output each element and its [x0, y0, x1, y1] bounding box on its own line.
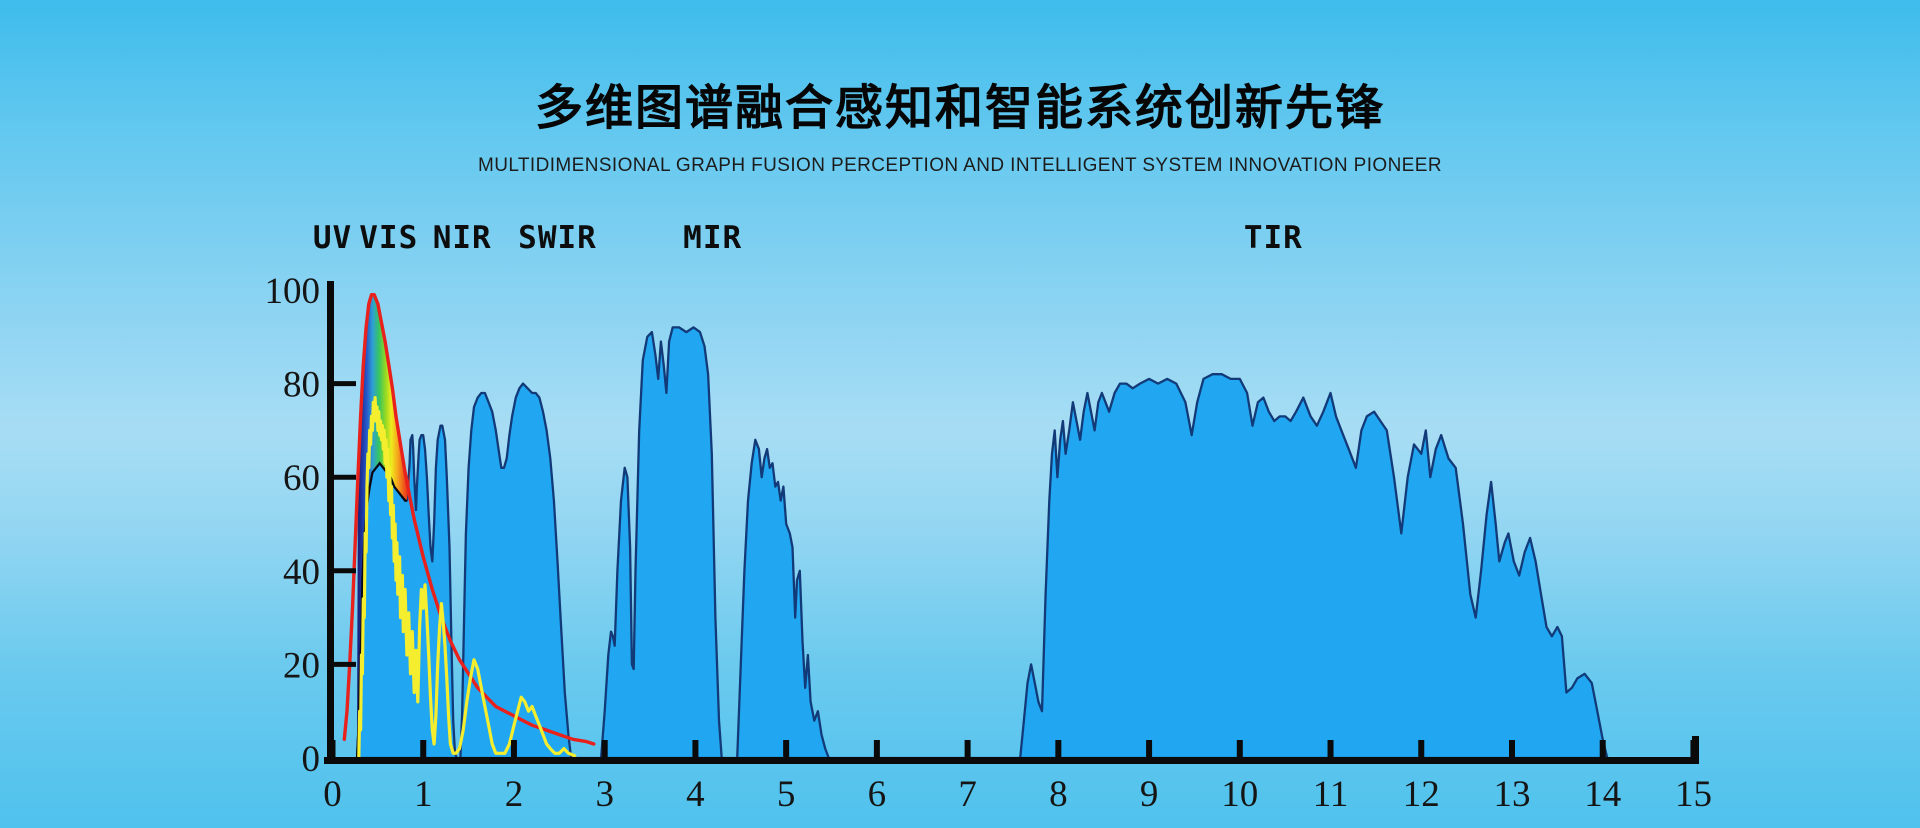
- y-tick-label: 80: [283, 365, 320, 406]
- y-axis-tick-labels: 0 20 40 60 80 100: [265, 271, 321, 780]
- x-tick-label: 6: [868, 774, 887, 815]
- y-axis-ticks: [334, 381, 356, 667]
- transmission-area: [355, 326, 1609, 760]
- solar-irradiance-curve-yellow: [357, 396, 577, 760]
- x-tick-label: 2: [505, 774, 524, 815]
- x-tick-label: 1: [414, 774, 433, 815]
- x-tick-label: 4: [686, 774, 705, 815]
- x-tick-label: 15: [1675, 774, 1712, 815]
- page-subtitle: MULTIDIMENSIONAL GRAPH FUSION PERCEPTION…: [478, 155, 1442, 176]
- y-tick-label: 60: [283, 458, 320, 499]
- x-tick-label: 0: [323, 774, 342, 815]
- x-tick-label: 10: [1221, 774, 1258, 815]
- x-tick-label: 8: [1049, 774, 1068, 815]
- band-label-mir: MIR: [683, 220, 743, 256]
- x-tick-label: 3: [595, 774, 614, 815]
- x-axis-tick-labels: 0 1 2 3 4 5 6 7 8 9 10 11 12 13 14 15: [323, 774, 1712, 815]
- band-label-vis: VIS: [359, 220, 419, 256]
- x-tick-label: 11: [1313, 774, 1349, 815]
- band-label-uv: UV: [312, 220, 353, 256]
- y-tick-label: 20: [283, 645, 320, 686]
- y-tick-label: 100: [265, 271, 321, 312]
- band-label-tir: TIR: [1243, 220, 1303, 256]
- y-tick-label: 0: [302, 739, 321, 780]
- x-tick-label: 13: [1493, 774, 1530, 815]
- x-axis-ticks: [329, 740, 1697, 758]
- x-tick-label: 5: [777, 774, 796, 815]
- x-tick-label: 9: [1140, 774, 1159, 815]
- band-label-nir: NIR: [432, 220, 492, 256]
- y-tick-label: 40: [283, 552, 320, 593]
- x-tick-label: 12: [1403, 774, 1440, 815]
- x-tick-label: 14: [1584, 774, 1621, 815]
- visible-spectrum-area: [357, 294, 410, 758]
- band-label-swir: SWIR: [518, 220, 597, 256]
- page-title: 多维图谱融合感知和智能系统创新先锋: [534, 82, 1385, 135]
- x-tick-label: 7: [958, 774, 977, 815]
